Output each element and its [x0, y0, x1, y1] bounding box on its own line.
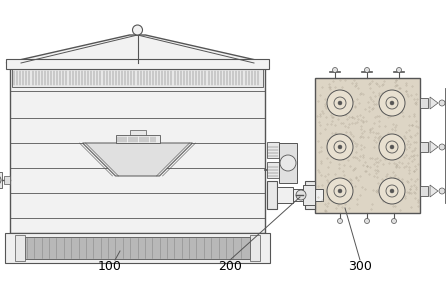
Bar: [250, 235, 260, 261]
Polygon shape: [6, 35, 269, 63]
Bar: [25, 237, 250, 259]
Circle shape: [390, 101, 394, 105]
Polygon shape: [430, 141, 438, 153]
Bar: [267, 162, 279, 178]
Circle shape: [364, 219, 369, 223]
Circle shape: [379, 134, 405, 160]
Circle shape: [379, 90, 405, 116]
Bar: [305, 181, 315, 209]
Circle shape: [392, 219, 396, 223]
Bar: [303, 185, 315, 205]
Bar: [4, 176, 10, 184]
Bar: [420, 186, 428, 196]
Text: 100: 100: [98, 259, 122, 272]
Bar: [6, 59, 269, 69]
Text: 300: 300: [348, 259, 372, 272]
Bar: [445, 88, 446, 203]
Bar: [267, 181, 277, 209]
Circle shape: [439, 188, 445, 194]
Circle shape: [333, 67, 338, 73]
Bar: [267, 142, 279, 158]
Polygon shape: [430, 185, 438, 197]
Circle shape: [280, 155, 296, 171]
Bar: [116, 135, 160, 143]
Circle shape: [132, 25, 143, 35]
Circle shape: [327, 134, 353, 160]
Circle shape: [439, 144, 445, 150]
Circle shape: [390, 145, 394, 149]
Bar: [12, 69, 263, 87]
Bar: [420, 142, 428, 152]
Bar: [0, 172, 2, 188]
Polygon shape: [83, 143, 193, 176]
Bar: [420, 98, 428, 108]
Bar: [277, 187, 293, 203]
Polygon shape: [430, 97, 438, 109]
Circle shape: [439, 100, 445, 106]
Circle shape: [296, 190, 306, 200]
Bar: [395, 160, 403, 178]
Bar: [15, 235, 25, 261]
Circle shape: [390, 189, 394, 193]
Circle shape: [364, 67, 369, 73]
Circle shape: [0, 175, 1, 185]
Bar: [279, 143, 297, 183]
Circle shape: [338, 189, 342, 193]
Text: 200: 200: [218, 259, 242, 272]
Bar: [5, 233, 270, 263]
Circle shape: [338, 219, 343, 223]
Bar: [293, 189, 323, 201]
Bar: [129, 130, 145, 135]
Circle shape: [338, 101, 342, 105]
Circle shape: [379, 178, 405, 204]
Bar: [10, 63, 265, 233]
Circle shape: [327, 178, 353, 204]
Circle shape: [327, 90, 353, 116]
Circle shape: [338, 145, 342, 149]
Bar: [315, 78, 420, 213]
Circle shape: [396, 67, 401, 73]
